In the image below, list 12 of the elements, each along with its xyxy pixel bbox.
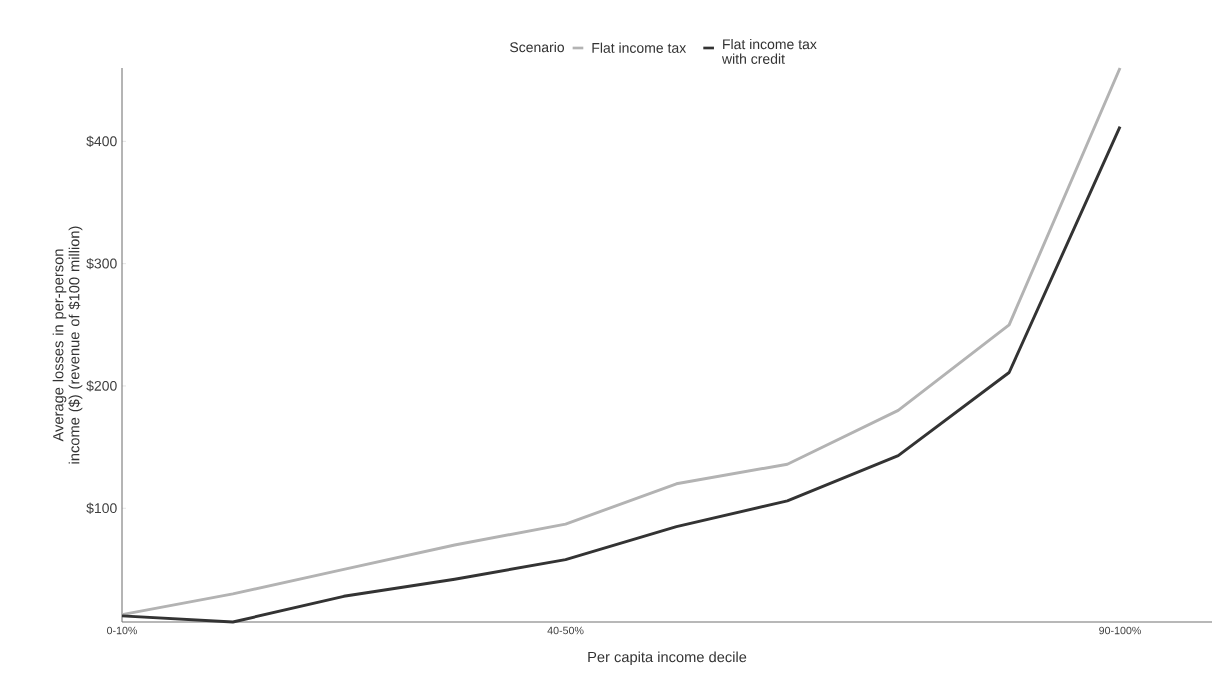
x-tick-label: 90-100% xyxy=(1099,626,1141,635)
y-tick-label: $100 xyxy=(86,502,117,514)
y-tick-label: $400 xyxy=(86,135,117,148)
legend-label: Flat income tax with credit xyxy=(721,38,817,64)
y-tick-label: $200 xyxy=(86,380,117,392)
x-tick-label: 40-50% xyxy=(547,626,584,635)
y-axis-title: Average losses in per-person income ($) (revenue of $100 million) xyxy=(52,226,83,464)
x-tick-label: 0-10% xyxy=(107,626,138,635)
legend-title: Scenario xyxy=(510,41,565,53)
legend-label: Flat income tax xyxy=(592,42,687,53)
y-tick-label: $300 xyxy=(86,258,117,270)
x-axis-title: Per capita income decile xyxy=(588,651,747,666)
